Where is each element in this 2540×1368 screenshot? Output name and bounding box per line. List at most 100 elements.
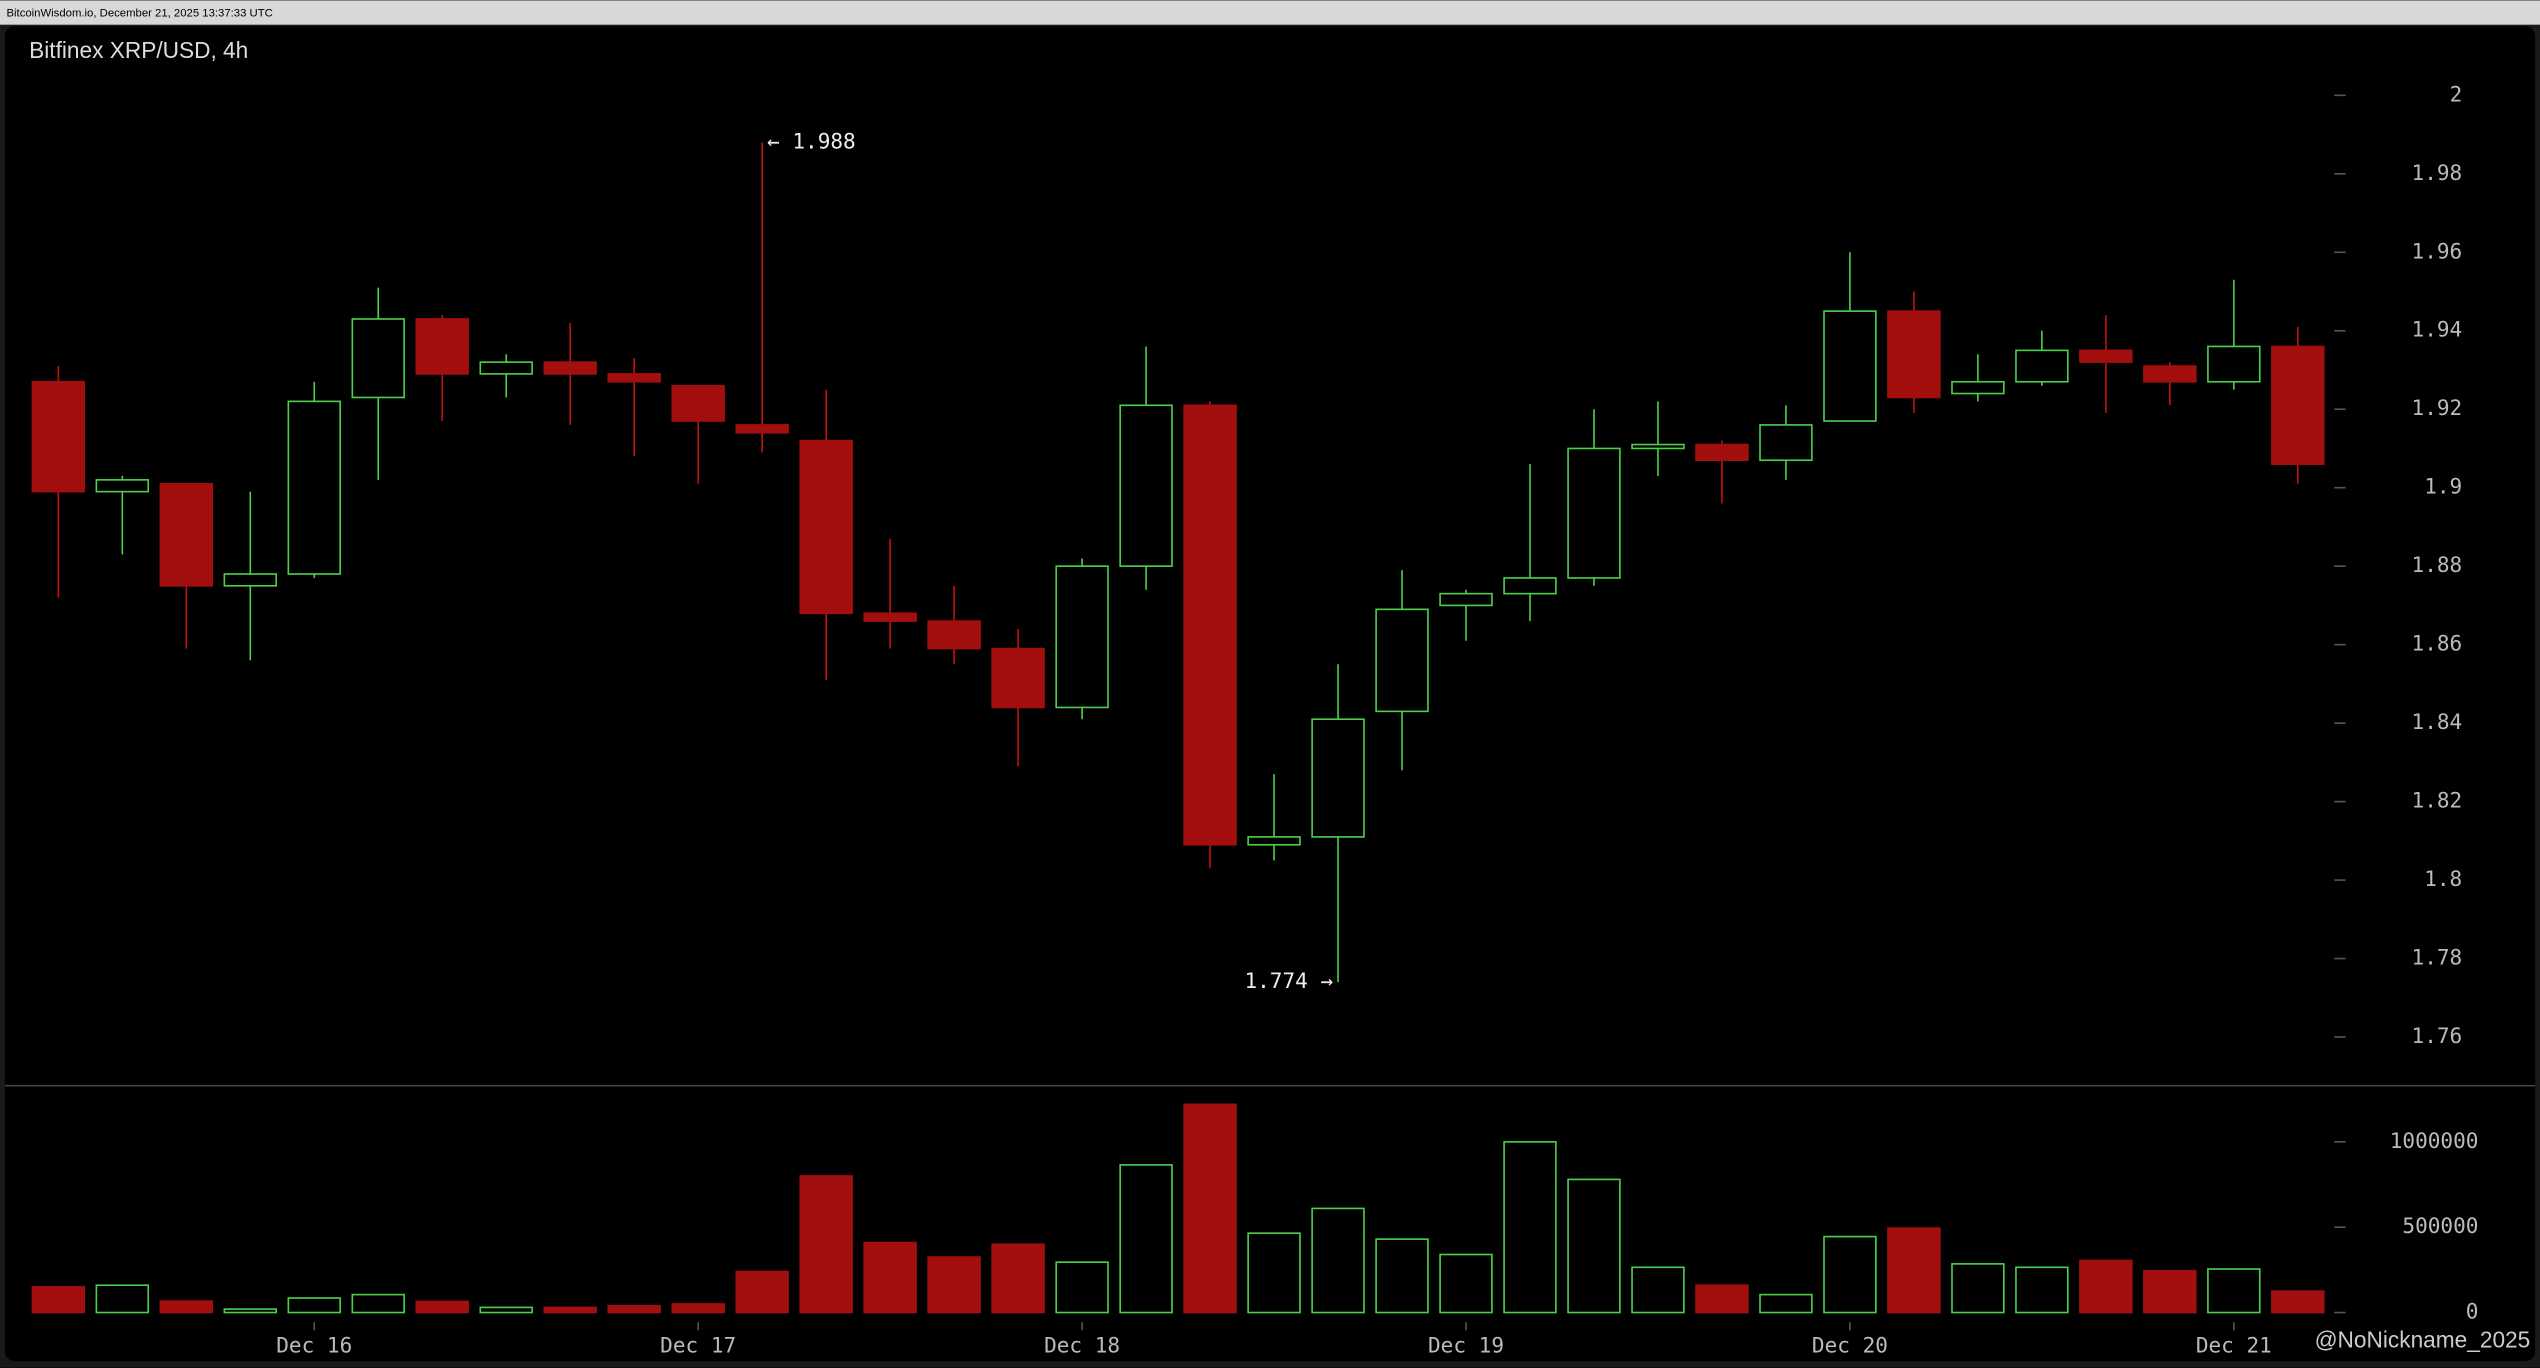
candle-body xyxy=(1183,404,1237,846)
volume-bar xyxy=(1951,1263,2005,1314)
candle-body xyxy=(95,479,150,493)
x-tick-label: Dec 21 xyxy=(2196,1333,2272,1358)
volume-bar xyxy=(1439,1253,1493,1314)
top-bar xyxy=(0,0,2540,25)
volume-bar xyxy=(1247,1232,1301,1314)
candle-body xyxy=(1375,608,1429,713)
candle-body xyxy=(2207,345,2261,383)
volume-bar xyxy=(1567,1178,1621,1314)
candle-body xyxy=(927,620,981,650)
candle-body xyxy=(1951,380,2005,395)
candle-body xyxy=(1567,447,1621,579)
volume-bar xyxy=(2015,1266,2069,1314)
y-tick-label: 1.88 xyxy=(2412,552,2463,577)
x-tick-label: Dec 17 xyxy=(660,1333,736,1358)
volume-bar xyxy=(735,1270,789,1314)
volume-bar xyxy=(2079,1259,2133,1314)
volume-bar xyxy=(351,1293,405,1314)
y-tick-label: 1.96 xyxy=(2412,238,2463,263)
candle-body xyxy=(607,373,661,383)
candle-body xyxy=(2143,365,2197,383)
candle-body xyxy=(1119,404,1173,567)
candle-body xyxy=(1823,310,1877,422)
candle-body xyxy=(1887,310,1941,399)
candle-body xyxy=(2271,345,2325,465)
candle-body xyxy=(287,400,341,575)
x-tick-label: Dec 20 xyxy=(1812,1333,1888,1358)
volume-bar xyxy=(927,1256,981,1314)
y-tick-label: 1.84 xyxy=(2412,709,2463,734)
volume-bar xyxy=(863,1241,917,1314)
x-tick-label: Dec 16 xyxy=(276,1333,352,1358)
volume-bar xyxy=(1695,1284,1749,1314)
y-tick-label: 1.9 xyxy=(2424,474,2462,499)
candle-body xyxy=(1311,718,1365,838)
candle-body xyxy=(1631,443,1685,450)
candle-body xyxy=(1695,443,1749,462)
y-tick-label: 1.82 xyxy=(2412,788,2463,813)
volume-bar xyxy=(1375,1238,1429,1314)
candle-body xyxy=(671,384,725,422)
volume-bar xyxy=(159,1300,214,1314)
candle-body xyxy=(1503,577,1557,595)
y-tick-label: 1.92 xyxy=(2412,395,2463,420)
x-tick-label: Dec 19 xyxy=(1428,1333,1504,1358)
volume-bar xyxy=(799,1175,853,1314)
volume-tick-label: 1000000 xyxy=(2390,1128,2479,1153)
header: BitcoinWisdom.io, December 21, 2025 13:3… xyxy=(6,7,272,19)
volume-bar xyxy=(991,1243,1045,1314)
volume-bar xyxy=(31,1286,86,1314)
price-annotation: 1.774 → xyxy=(1244,968,1333,993)
volume-tick-label: 500000 xyxy=(2402,1213,2478,1238)
candle-body xyxy=(415,318,469,375)
volume-bar xyxy=(1823,1235,1877,1314)
candle-body xyxy=(2079,349,2133,363)
volume-bar xyxy=(671,1303,725,1314)
candle-body xyxy=(543,361,597,375)
candle-body xyxy=(991,647,1045,709)
candle-body xyxy=(351,318,405,399)
candle-body xyxy=(1055,565,1109,709)
price-annotation: ← 1.988 xyxy=(767,128,856,153)
y-tick-label: 2 xyxy=(2450,81,2463,106)
candle-body xyxy=(1247,836,1301,846)
candle-body xyxy=(863,612,917,622)
volume-bar xyxy=(543,1306,597,1314)
volume-bar xyxy=(2143,1269,2197,1314)
volume-bar xyxy=(479,1306,533,1314)
candle-body xyxy=(1439,592,1493,607)
volume-bar xyxy=(1759,1293,1813,1314)
volume-bar xyxy=(287,1297,341,1314)
volume-bar xyxy=(415,1300,469,1314)
candle-body xyxy=(31,380,86,493)
candle-body xyxy=(479,361,533,375)
y-tick-label: 1.8 xyxy=(2424,866,2462,891)
candle-body xyxy=(735,424,789,434)
y-tick-label: 1.78 xyxy=(2412,945,2463,970)
y-tick-label: 1.94 xyxy=(2412,317,2463,342)
x-tick-label: Dec 18 xyxy=(1044,1333,1120,1358)
volume-bar xyxy=(2207,1268,2261,1314)
volume-bar xyxy=(1887,1227,1941,1314)
volume-bar xyxy=(1631,1266,1685,1314)
y-tick-label: 1.76 xyxy=(2412,1023,2463,1048)
volume-bar xyxy=(1055,1261,1109,1314)
volume-tick-label: 0 xyxy=(2466,1299,2479,1324)
candle-body xyxy=(159,482,214,587)
chart-title: Bitfinex XRP/USD, 4h xyxy=(29,37,248,63)
candle-body xyxy=(1759,424,1813,462)
candle-body xyxy=(2015,349,2069,383)
watermark: @NoNickname_2025 xyxy=(2315,1327,2531,1353)
volume-bar xyxy=(1503,1141,1557,1314)
candle-body xyxy=(223,573,278,587)
volume-bar xyxy=(1119,1164,1173,1314)
volume-bar xyxy=(95,1284,150,1314)
y-tick-label: 1.86 xyxy=(2412,631,2463,656)
volume-bar xyxy=(223,1308,278,1314)
volume-bar xyxy=(607,1304,661,1314)
volume-bar xyxy=(2271,1290,2325,1314)
y-tick-label: 1.98 xyxy=(2412,160,2463,185)
candle-body xyxy=(799,439,853,615)
